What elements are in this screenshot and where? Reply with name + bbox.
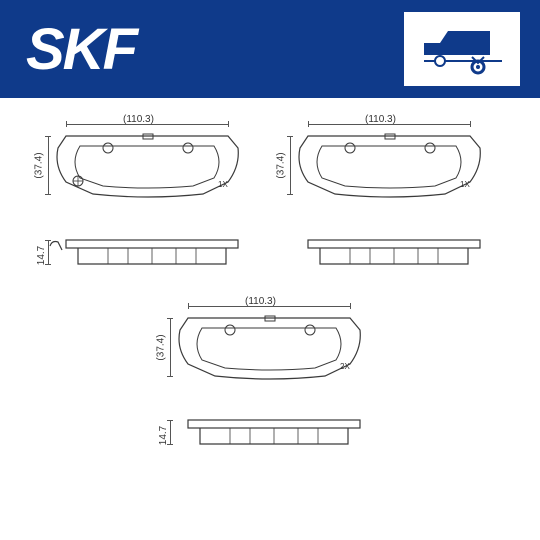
brake-pad-side-right xyxy=(290,238,500,278)
brake-pad-front-right: (110.3) (37.4) 1X xyxy=(290,126,490,206)
height-dimension: (37.4) xyxy=(156,334,167,360)
technical-drawing: (110.3) (37.4) 1X (110.3) (37.4) xyxy=(0,98,540,540)
quantity-label: 1X xyxy=(218,180,228,189)
thickness-dimension: 14.7 xyxy=(36,246,47,265)
quantity-label: 2X xyxy=(340,362,350,371)
header-bar: SKF xyxy=(0,0,540,98)
skf-logo: SKF xyxy=(26,16,136,83)
quantity-label: 1X xyxy=(460,180,470,189)
height-dimension: (37.4) xyxy=(34,152,45,178)
brake-pad-side-bottom: 14.7 xyxy=(170,418,380,458)
brake-pad-front-left: (110.3) (37.4) 1X xyxy=(48,126,248,206)
thickness-dimension: 14.7 xyxy=(158,426,169,445)
brake-pad-bottom: (110.3) (37.4) 2X xyxy=(170,308,370,388)
car-position-icon xyxy=(402,10,522,88)
height-dimension: (37.4) xyxy=(276,152,287,178)
brake-pad-side-left: 14.7 xyxy=(48,238,258,278)
